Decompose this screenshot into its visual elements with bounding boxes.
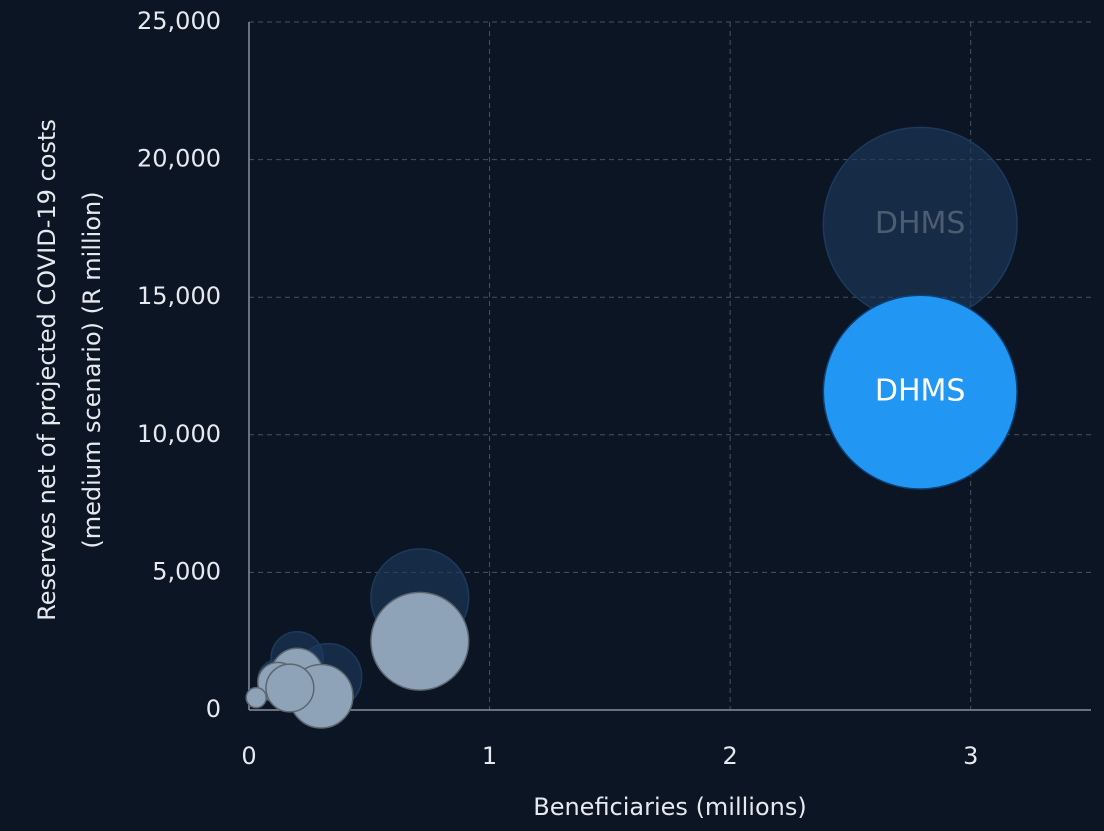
bubble [822,294,1018,490]
x-tick-label: 3 [963,742,978,770]
y-tick-label: 15,000 [137,282,221,310]
bubble [370,591,470,691]
bubble [265,663,315,713]
x-tick-label: 1 [482,742,497,770]
x-axis-label: Beneficiaries (millions) [533,793,807,821]
y-tick-label: 10,000 [137,420,221,448]
x-tick-label: 0 [241,742,256,770]
y-tick-label: 0 [206,695,221,723]
y-tick-label: 25,000 [137,7,221,35]
y-tick-label: 5,000 [152,557,221,585]
x-tick-label: 2 [723,742,738,770]
bubble-label: DHMS [875,374,966,409]
y-axis-label: (medium scenario) (R million) [78,191,106,548]
bubble [245,686,268,709]
y-axis-label: Reserves net of projected COVID-19 costs [33,119,61,621]
bubble-label: DHMS [875,206,966,241]
y-tick-label: 20,000 [137,145,221,173]
